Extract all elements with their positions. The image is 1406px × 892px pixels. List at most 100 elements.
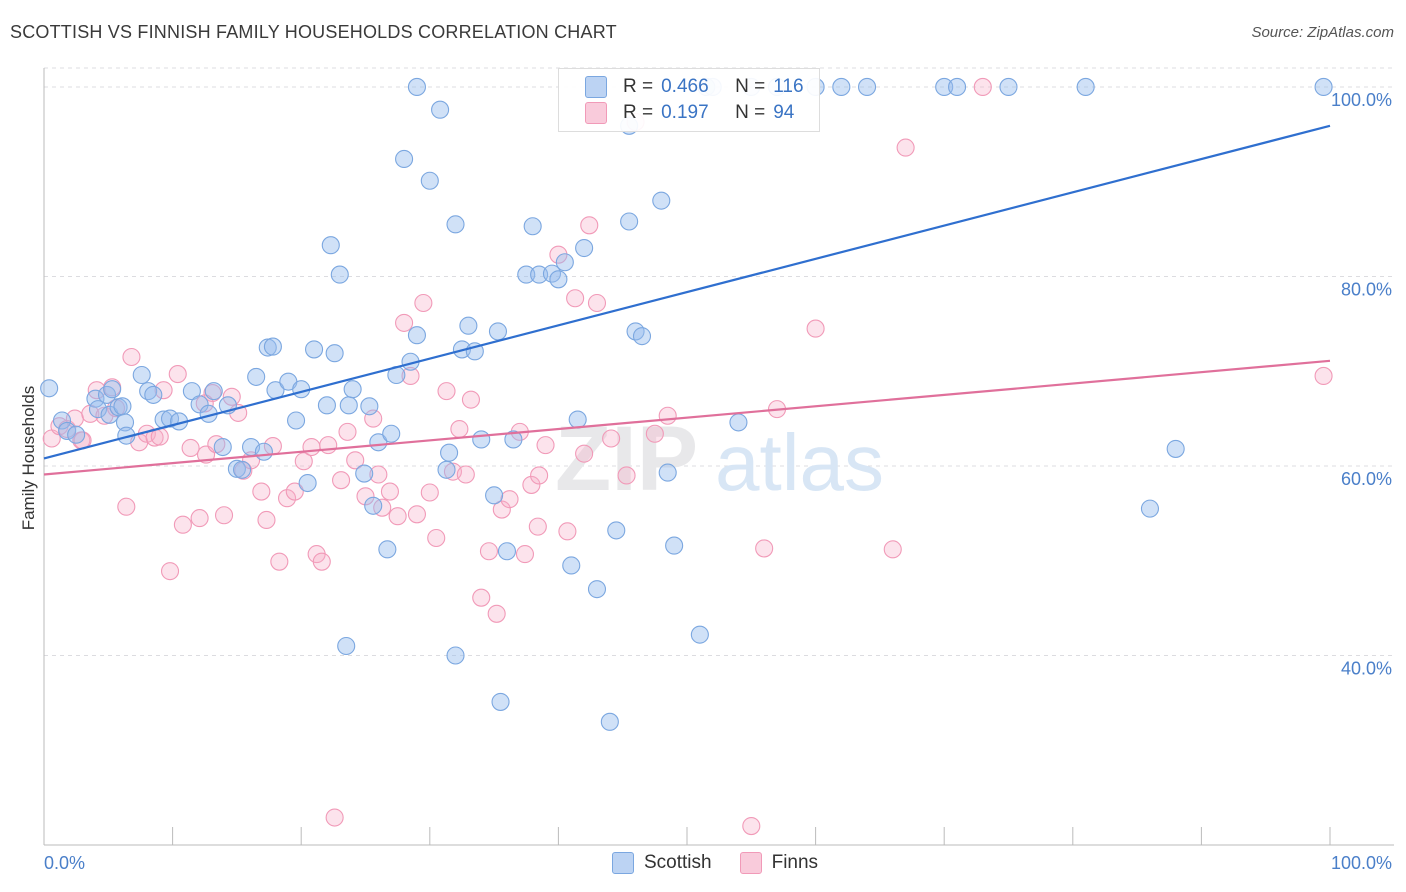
scottish-point <box>382 424 401 443</box>
finns-point <box>479 542 499 561</box>
scottish-point <box>504 430 523 449</box>
scottish-point <box>190 395 209 414</box>
finns-point <box>168 365 187 384</box>
scottish-point <box>67 425 86 444</box>
finns-point <box>437 382 456 401</box>
scottish-point <box>523 217 542 236</box>
source-label: Source: ZipAtlas.com <box>1251 24 1394 41</box>
finns-point <box>566 289 585 308</box>
finns-point <box>369 465 388 484</box>
chart-title: SCOTTISH VS FINNISH FAMILY HOUSEHOLDS CO… <box>10 22 617 42</box>
y-axis-label: Family Households <box>19 386 38 531</box>
scottish-point <box>1076 77 1095 97</box>
scottish-point <box>232 460 252 479</box>
scottish-point <box>364 496 383 515</box>
scottish-point <box>562 556 581 575</box>
stats-legend: R = 0.466 N = 116 R = 0.197 N = 94 <box>558 68 820 132</box>
scottish-swatch <box>612 852 634 874</box>
scottish-point <box>115 413 135 432</box>
scottish-point <box>999 77 1018 97</box>
scottish-point <box>459 316 478 335</box>
scottish-point <box>254 442 273 461</box>
finns-point <box>181 438 200 458</box>
n-label: N = <box>735 76 766 97</box>
finns-point <box>742 816 761 836</box>
finns-point <box>883 540 902 559</box>
finns-point <box>580 216 599 235</box>
scottish-point <box>355 464 374 483</box>
finns-point <box>302 437 321 457</box>
finns-point <box>190 509 209 528</box>
scottish-point <box>600 712 619 731</box>
finns-swatch <box>739 852 762 874</box>
scottish-swatch <box>585 76 607 98</box>
legend-item-finns[interactable]: Finns <box>739 852 818 874</box>
finns-point <box>401 366 420 386</box>
scottish-point <box>555 253 574 272</box>
finns-point <box>755 539 774 558</box>
scottish-point <box>337 636 356 656</box>
finns-point <box>1314 366 1333 386</box>
scottish-point <box>204 382 223 401</box>
finns-point <box>645 424 664 443</box>
scottish-point <box>213 437 232 457</box>
legend-row-scottish: R = 0.466 N = 116 <box>585 74 804 100</box>
scottish-point <box>321 236 340 255</box>
tick-labels: 40.0% 60.0% 80.0% 100.0% 0.0% 100.0% <box>44 90 1392 873</box>
finns-point <box>461 390 481 409</box>
scottish-point <box>247 367 266 386</box>
finns-trend-line <box>43 359 1331 476</box>
finns-point <box>395 313 414 332</box>
scottish-point <box>488 322 508 341</box>
scottish-point <box>113 397 132 416</box>
finns-point <box>173 515 192 534</box>
r-label: R = <box>623 102 654 123</box>
scottish-point <box>395 149 414 169</box>
finns-point <box>195 394 214 413</box>
scottish-point <box>472 430 491 449</box>
finns-point <box>530 466 549 485</box>
scottish-point <box>446 215 465 234</box>
finns-point <box>285 482 304 501</box>
x-tick-label: 100.0% <box>1331 853 1392 873</box>
scottish-point <box>440 443 459 462</box>
finns-point <box>528 517 547 536</box>
finns-point <box>214 506 234 525</box>
finns-point <box>522 475 541 494</box>
scottish-point <box>652 191 671 210</box>
finns-point <box>487 604 506 623</box>
legend-item-scottish[interactable]: Scottish <box>612 852 712 874</box>
finns-point <box>234 461 253 480</box>
scottish-point <box>378 540 397 559</box>
finns-point <box>500 490 519 509</box>
scottish-point <box>407 326 426 345</box>
scottish-point <box>407 77 426 97</box>
scottish-point <box>58 421 77 440</box>
n-value: 94 <box>773 102 795 123</box>
finns-point <box>536 436 555 455</box>
finns-point <box>380 482 399 501</box>
finns-point <box>294 452 313 471</box>
finns-point <box>338 422 357 441</box>
scottish-point <box>298 473 317 493</box>
finns-point <box>252 482 271 501</box>
finns-point <box>515 545 535 564</box>
scottish-point <box>325 344 344 363</box>
finns-point <box>420 483 439 502</box>
scottish-point <box>549 270 568 289</box>
scottish-point <box>857 77 877 97</box>
finns-points <box>42 77 1333 836</box>
finns-point <box>388 507 407 526</box>
finns-point <box>587 293 607 313</box>
n-label: N = <box>735 102 766 123</box>
finns-point <box>356 487 375 506</box>
finns-point <box>122 347 141 367</box>
scottish-point <box>86 389 105 408</box>
finns-point <box>222 387 241 406</box>
watermark-atlas: atlas <box>715 418 884 507</box>
x-tick-label: 0.0% <box>44 853 85 873</box>
scottish-point <box>1140 499 1160 518</box>
scottish-trend-line <box>43 124 1331 460</box>
scottish-point <box>575 238 594 258</box>
scottish-point <box>305 340 324 359</box>
